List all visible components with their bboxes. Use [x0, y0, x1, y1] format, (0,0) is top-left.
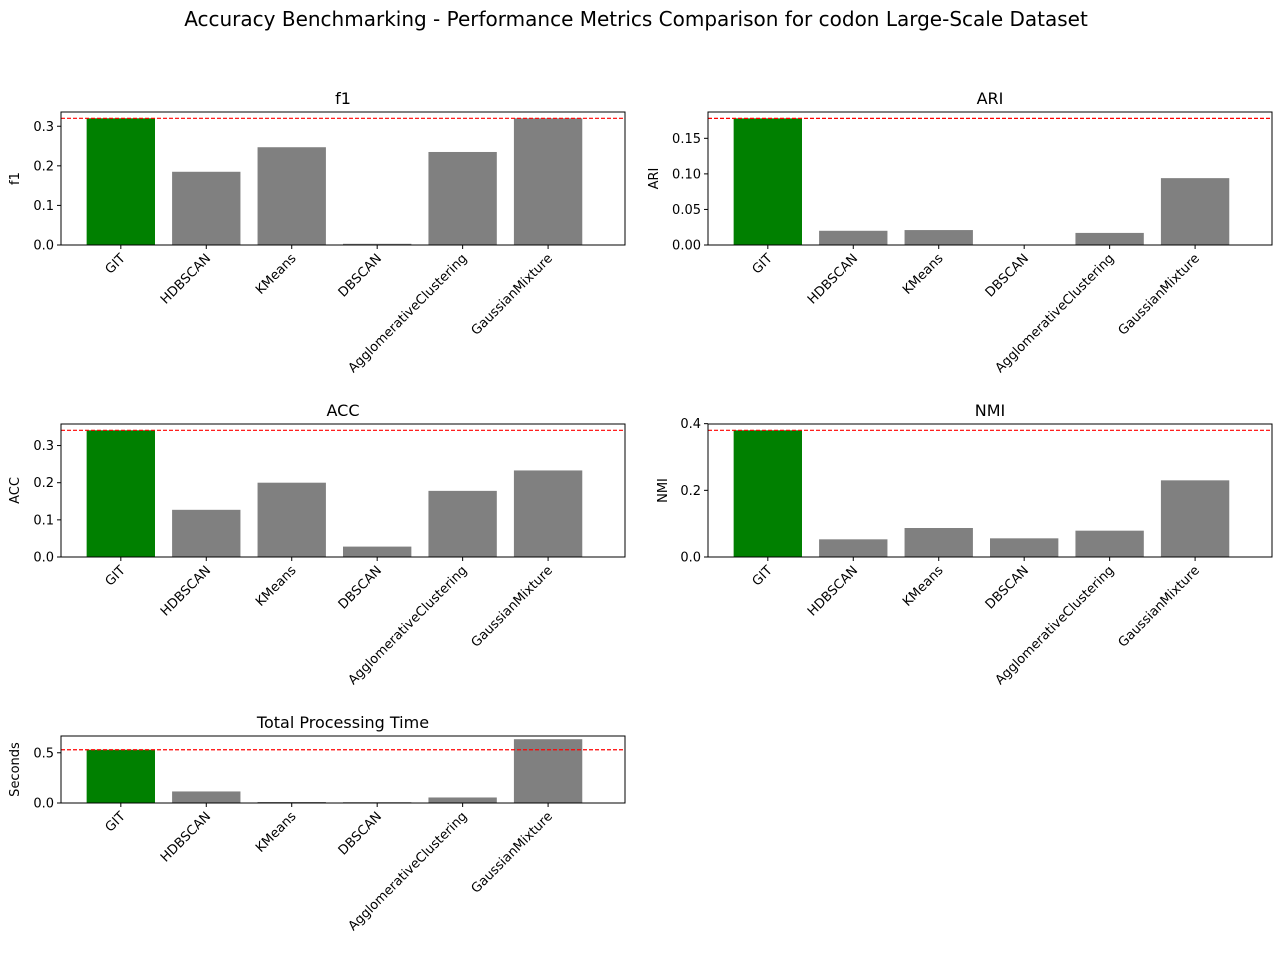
y-tick-label: 0.5 [33, 746, 54, 761]
y-tick-label: 0.2 [33, 159, 54, 174]
x-tick-label-gaussianmixture: GaussianMixture [1116, 251, 1203, 338]
y-tick-label: 0.2 [33, 476, 54, 491]
bar-agglomerativeclustering [428, 797, 497, 803]
axes-frame [60, 423, 626, 558]
y-tick-label: 0.0 [680, 551, 701, 566]
y-axis-label: Seconds [8, 742, 23, 797]
bar-gaussianmixture [513, 470, 583, 557]
x-tick-label-kmeans: KMeans [253, 809, 300, 856]
bar-kmeans [904, 230, 973, 245]
bar-agglomerativeclustering [1075, 232, 1144, 245]
axes-frame [60, 111, 626, 246]
x-tick-label-dbscan: DBSCAN [983, 251, 1032, 300]
subplot-5: Total Processing Time Seconds 0.0 0.5 GIT HDB… [8, 713, 626, 934]
y-tick-label: 0.4 [680, 417, 701, 432]
x-tick-label-kmeans: KMeans [253, 563, 300, 610]
bar-gaussianmixture [1160, 480, 1230, 557]
subplot-title: f1 [335, 89, 351, 108]
bar-kmeans [257, 482, 326, 557]
x-tick-label-git: GIT [750, 251, 776, 277]
x-tick-label-git: GIT [103, 563, 129, 589]
bar-kmeans [257, 147, 326, 245]
x-tick-label-hdbscan: HDBSCAN [158, 251, 214, 307]
x-tick-label-dbscan: DBSCAN [336, 809, 385, 858]
subplot-title: ACC [326, 401, 359, 420]
bar-git [733, 430, 802, 557]
axes-frame [60, 735, 626, 804]
bar-gaussianmixture [1160, 178, 1230, 245]
bar-hdbscan [819, 539, 888, 557]
bar-dbscan [343, 243, 412, 245]
y-tick-label: 0.10 [672, 167, 701, 182]
subplot-2: ARI ARI 0.00 0.05 0.10 0.15 GIT HDBSCAN KMeans DB… [647, 89, 1273, 376]
bar-gaussianmixture [513, 739, 583, 803]
subplot-title: NMI [975, 401, 1006, 420]
x-tick-label-hdbscan: HDBSCAN [158, 809, 214, 865]
x-tick-label-kmeans: KMeans [900, 251, 947, 298]
bar-gaussianmixture [513, 118, 583, 245]
bar-hdbscan [172, 509, 241, 557]
y-tick-label: 0.0 [33, 239, 54, 254]
y-tick-label: 0.0 [33, 797, 54, 812]
y-tick-label: 0.3 [33, 120, 54, 135]
y-axis-label: NMI [656, 478, 671, 503]
y-tick-label: 0.15 [672, 132, 701, 147]
x-tick-label-gaussianmixture: GaussianMixture [1116, 563, 1203, 650]
y-axis-label: ACC [8, 477, 23, 504]
y-tick-label: 0.1 [33, 199, 54, 214]
x-tick-label-git: GIT [103, 809, 129, 835]
x-tick-label-gaussianmixture: GaussianMixture [469, 251, 556, 338]
bar-dbscan [343, 546, 412, 557]
x-tick-label-gaussianmixture: GaussianMixture [469, 809, 556, 896]
y-tick-label: 0.0 [33, 551, 54, 566]
bar-agglomerativeclustering [1075, 530, 1144, 557]
bar-git [733, 118, 802, 245]
bar-git [86, 749, 155, 803]
x-tick-label-hdbscan: HDBSCAN [805, 563, 861, 619]
y-tick-label: 0.00 [672, 239, 701, 254]
bar-git [86, 430, 155, 557]
bar-hdbscan [819, 230, 888, 245]
x-tick-label-dbscan: DBSCAN [336, 563, 385, 612]
subplot-title: ARI [977, 89, 1004, 108]
figure-title: Accuracy Benchmarking - Performance Metr… [184, 7, 1088, 31]
x-tick-label-dbscan: DBSCAN [336, 251, 385, 300]
bar-hdbscan [172, 791, 241, 803]
subplot-3: ACC ACC 0.0 0.1 0.2 0.3 GIT HDBSCAN KMeans DBSCAN… [8, 401, 626, 688]
x-tick-label-dbscan: DBSCAN [983, 563, 1032, 612]
bar-hdbscan [172, 171, 241, 245]
x-tick-label-hdbscan: HDBSCAN [805, 251, 861, 307]
x-tick-label-git: GIT [750, 563, 776, 589]
y-tick-label: 0.05 [672, 203, 701, 218]
bar-agglomerativeclustering [428, 490, 497, 557]
y-axis-label: ARI [647, 168, 662, 190]
subplot-title: Total Processing Time [256, 713, 429, 732]
x-tick-label-kmeans: KMeans [900, 563, 947, 610]
bar-dbscan [990, 538, 1059, 557]
bar-kmeans [904, 528, 973, 557]
x-tick-label-gaussianmixture: GaussianMixture [469, 563, 556, 650]
x-tick-label-git: GIT [103, 251, 129, 277]
x-tick-label-hdbscan: HDBSCAN [158, 563, 214, 619]
bar-git [86, 118, 155, 245]
axes-frame [707, 111, 1273, 246]
bar-agglomerativeclustering [428, 151, 497, 245]
y-tick-label: 0.2 [680, 484, 701, 499]
y-tick-label: 0.3 [33, 439, 54, 454]
y-axis-label: f1 [8, 172, 23, 185]
x-tick-label-kmeans: KMeans [253, 251, 300, 298]
y-tick-label: 0.1 [33, 513, 54, 528]
